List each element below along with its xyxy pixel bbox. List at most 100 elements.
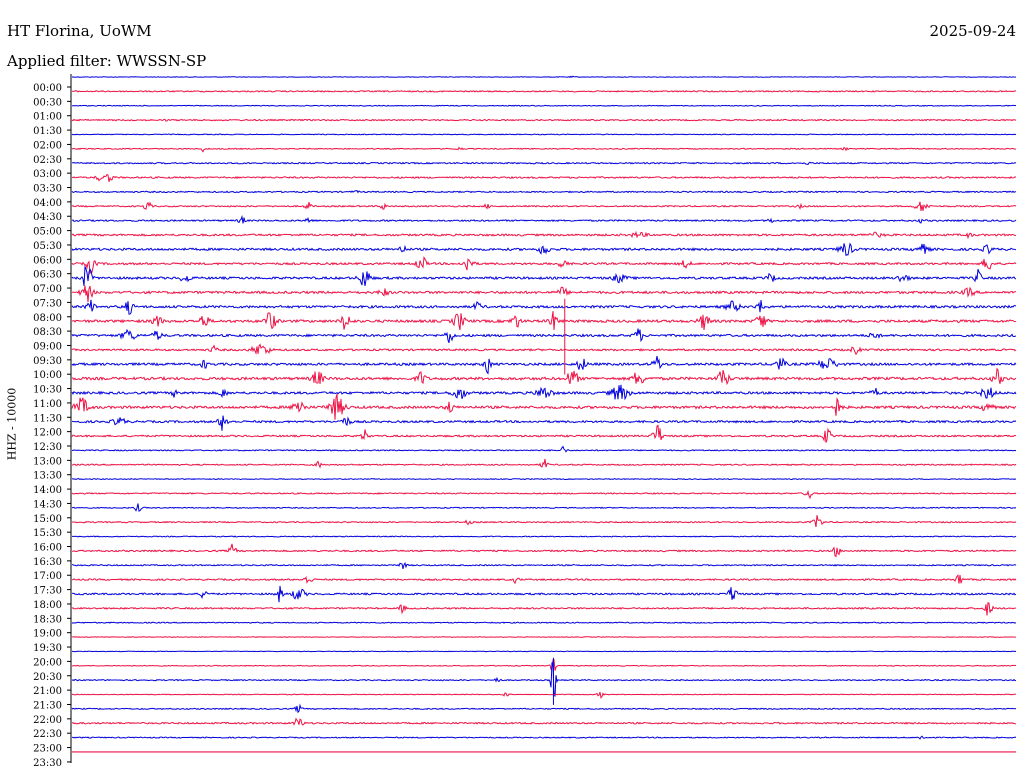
time-tick-label: 02:30 (33, 155, 62, 166)
time-tick-label: 13:00 (33, 456, 62, 467)
time-tick-label: 11:30 (33, 413, 62, 424)
trace-line (71, 424, 1017, 443)
time-tick-label: 18:00 (33, 600, 62, 611)
trace-line (71, 343, 1017, 356)
time-tick-label: 15:00 (33, 514, 62, 525)
trace-line (71, 133, 1017, 136)
trace-line (71, 515, 1017, 528)
trace-line (71, 242, 1017, 257)
time-tick-label: 18:30 (33, 614, 62, 625)
time-tick-label: 10:30 (33, 385, 62, 396)
time-tick-label: 07:30 (33, 298, 62, 309)
trace-line (71, 717, 1017, 726)
seismic-traces (71, 75, 1017, 753)
time-tick-label: 08:00 (33, 313, 62, 324)
time-tick-label: 22:00 (33, 715, 62, 726)
trace-line (71, 478, 1017, 481)
time-tick-label: 09:00 (33, 341, 62, 352)
time-tick-label: 16:00 (33, 543, 62, 554)
time-tick-label: 21:30 (33, 700, 62, 711)
time-tick-label: 06:30 (33, 270, 62, 281)
trace-line (71, 543, 1017, 558)
time-tick-label: 09:30 (33, 356, 62, 367)
filter-label: Applied filter: WWSSN-SP (7, 52, 207, 70)
trace-line (71, 489, 1017, 500)
trace-line (71, 355, 1017, 375)
time-tick-label: 22:30 (33, 729, 62, 740)
time-tick-label: 00:00 (33, 83, 62, 94)
station-title: HT Florina, UoWM (7, 22, 152, 40)
trace-line (71, 146, 1017, 153)
trace-line (71, 650, 1017, 653)
time-tick-label: 23:00 (33, 744, 62, 755)
time-tick-label: 01:00 (33, 112, 62, 123)
trace-line (71, 703, 1017, 714)
time-tick-label: 14:00 (33, 485, 62, 496)
time-tick-label: 14:30 (33, 499, 62, 510)
trace-line (71, 503, 1017, 512)
time-tick-label: 23:30 (33, 758, 62, 769)
trace-line (71, 201, 1017, 211)
time-tick-label: 12:30 (33, 442, 62, 453)
time-tick-label: 11:00 (33, 399, 62, 410)
time-tick-label: 20:30 (33, 672, 62, 683)
trace-line (71, 394, 1017, 420)
time-tick-label: 17:30 (33, 586, 62, 597)
trace-line (71, 574, 1017, 585)
time-tick-label: 01:30 (33, 126, 62, 137)
trace-line (71, 118, 1017, 122)
trace-line (71, 161, 1017, 165)
time-tick-label: 06:00 (33, 255, 62, 266)
trace-line (71, 659, 1017, 671)
time-tick-label: 17:00 (33, 571, 62, 582)
trace-line (71, 445, 1017, 453)
time-tick-label: 10:00 (33, 370, 62, 381)
time-tick-label: 13:30 (33, 471, 62, 482)
time-tick-label: 07:00 (33, 284, 62, 295)
trace-line (71, 90, 1017, 93)
time-tick-label: 02:00 (33, 140, 62, 151)
trace-line (71, 190, 1017, 194)
time-tick-label: 16:30 (33, 557, 62, 568)
trace-line (71, 384, 1017, 401)
trace-line (71, 311, 1017, 331)
time-tick-label: 05:00 (33, 227, 62, 238)
trace-line (71, 621, 1017, 624)
time-tick-label: 12:00 (33, 428, 62, 439)
time-tick-label: 21:00 (33, 686, 62, 697)
trace-line (72, 535, 1017, 538)
time-tick-label: 08:30 (33, 327, 62, 338)
time-tick-label: 19:30 (33, 643, 62, 654)
trace-line (71, 214, 1017, 224)
time-tick-label: 04:00 (33, 198, 62, 209)
time-tick-label: 20:00 (33, 657, 62, 668)
trace-line (71, 415, 1017, 431)
trace-line (71, 299, 1017, 315)
date-label: 2025-09-24 (929, 22, 1016, 40)
time-tick-label: 15:30 (33, 528, 62, 539)
trace-line (71, 636, 1017, 638)
trace-line (71, 735, 1017, 740)
trace-line (71, 691, 1017, 699)
time-tick-label: 00:30 (33, 97, 62, 108)
time-tick-label: 03:30 (33, 184, 62, 195)
time-tick-label: 03:00 (33, 169, 62, 180)
time-tick-label: 19:00 (33, 629, 62, 640)
time-tick-label: 05:30 (33, 241, 62, 252)
trace-line (71, 561, 1017, 570)
trace-line (71, 601, 1017, 616)
time-ticks: 00:00 00:30 01:00 01:30 02:00 02:30 03:00 03:30… (33, 83, 71, 769)
trace-line (71, 75, 1017, 79)
trace-line (71, 328, 1017, 344)
trace-line (71, 230, 1017, 240)
trace-line (71, 266, 1017, 287)
trace-line (71, 662, 1017, 697)
time-tick-label: 04:30 (33, 212, 62, 223)
trace-line (71, 173, 1017, 183)
trace-line (71, 367, 1017, 386)
trace-line (71, 458, 1017, 469)
trace-line (71, 104, 1017, 107)
trace-line (71, 285, 1017, 302)
trace-line (71, 585, 1017, 603)
